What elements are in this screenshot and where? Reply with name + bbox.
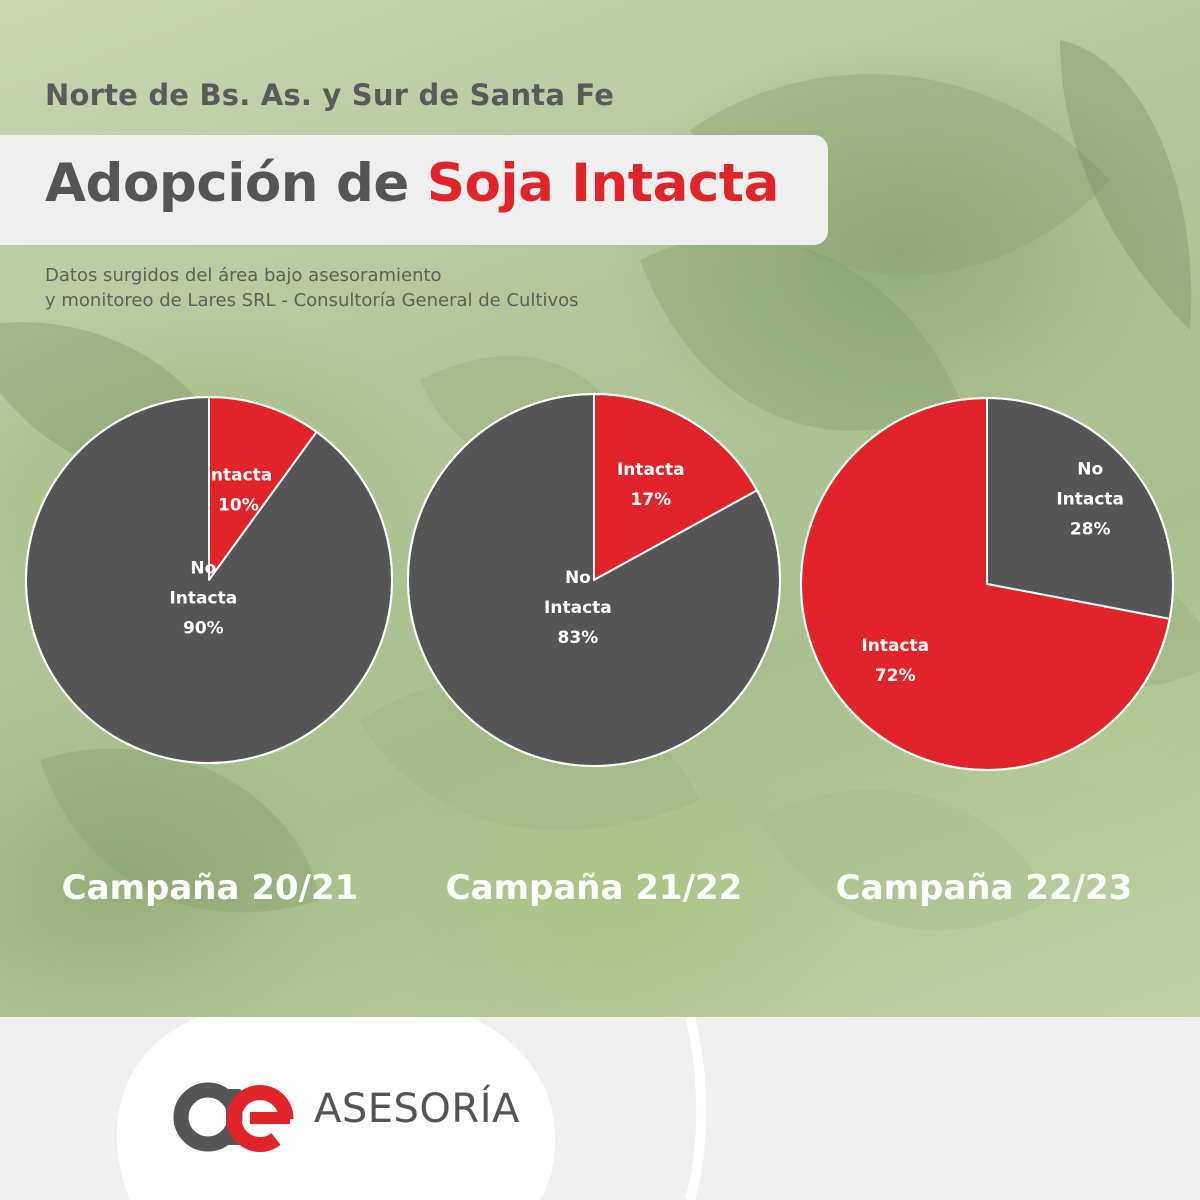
source-note-line-1: Datos surgidos del área bajo asesoramien… bbox=[45, 265, 442, 286]
region-subtitle: Norte de Bs. As. y Sur de Santa Fe bbox=[45, 78, 615, 112]
pie-slice-1-2 bbox=[25, 396, 393, 764]
footer-decoration bbox=[116, 1017, 707, 1200]
season-label-2: Campaña 21/22 bbox=[445, 868, 743, 908]
source-note-line-2: y monitoreo de Lares SRL - Consultoría G… bbox=[45, 290, 579, 311]
pie-label-3-1: No Intacta 28% bbox=[1056, 460, 1124, 540]
hero-background: Norte de Bs. As. y Sur de Santa Fe Adopc… bbox=[0, 0, 1200, 1017]
pie-outline-1 bbox=[25, 396, 393, 764]
source-note: Datos surgidos del área bajo asesoramien… bbox=[45, 263, 579, 313]
pie-outline-2 bbox=[407, 393, 781, 767]
brand-name: ASESORÍA bbox=[314, 1086, 520, 1132]
footer bbox=[0, 1017, 1200, 1200]
title-panel: Adopción de Soja Intacta bbox=[0, 135, 828, 245]
pie-label-3-2: Intacta 72% bbox=[861, 636, 929, 686]
pie-charts: Intacta 10% No Intacta 90% Intacta 17% No Intact… bbox=[25, 393, 1175, 771]
season-label-1: Campaña 20/21 bbox=[61, 868, 359, 908]
pie-outline-3 bbox=[800, 397, 1174, 771]
season-label-3: Campaña 22/23 bbox=[835, 868, 1133, 908]
pie-label-2-1: Intacta 17% bbox=[617, 460, 685, 510]
title-accent: Soja Intacta bbox=[426, 153, 780, 214]
page-title: Adopción de Soja Intacta bbox=[45, 153, 779, 214]
title-main: Adopción de bbox=[45, 153, 427, 214]
pie-label-1-1: Intacta 10% bbox=[205, 465, 273, 515]
ae-logo-icon bbox=[173, 1082, 294, 1152]
pie-label-2-2: No Intacta 83% bbox=[544, 568, 612, 648]
pie-label-1-2: No Intacta 90% bbox=[169, 558, 237, 638]
